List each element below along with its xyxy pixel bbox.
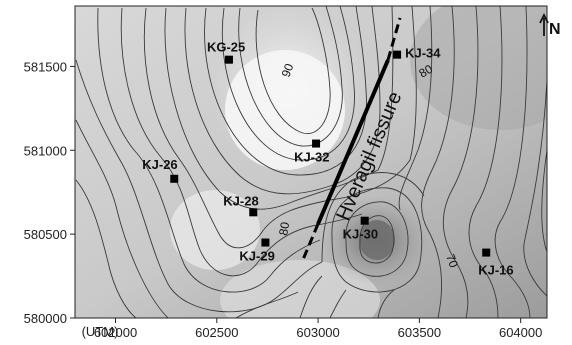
x-tick-label: 603500: [398, 325, 441, 340]
contour-line: [255, 7, 331, 135]
well-marker: [312, 139, 321, 148]
x-tick-label: 602000: [94, 325, 137, 340]
well-label: KJ-30: [343, 227, 378, 242]
contour-line: [329, 289, 347, 318]
north-arrow: [539, 12, 549, 36]
contour-line: [143, 6, 417, 249]
y-tick-label: 581000: [24, 143, 67, 158]
well-marker: [170, 174, 179, 183]
contour-line: [331, 187, 423, 293]
fault-line: [300, 17, 402, 263]
contour-lines: [75, 6, 547, 318]
y-tick-label: 580000: [24, 311, 67, 326]
contour-line: [238, 6, 343, 147]
well-marker: [224, 55, 233, 64]
unit-label: (UTM): [82, 324, 119, 339]
contour-line: [359, 215, 395, 264]
contour-line: [204, 6, 367, 176]
well-label: KJ-29: [239, 249, 274, 264]
contour-value-label: 80: [417, 62, 436, 81]
y-axis: 580000 580500 581000 581500: [24, 59, 75, 326]
contour-line: [75, 179, 137, 318]
contour-line: [184, 6, 381, 195]
contour-line: [97, 7, 321, 293]
contour-line: [221, 6, 355, 161]
contour-value-label: 90: [279, 61, 297, 79]
contour-line: [321, 172, 425, 263]
contour-line: [377, 289, 395, 318]
wells: KG-25 KJ-34 KJ-32 KJ-26 KJ-28 KJ-29 KJ-30 KJ-16: [142, 40, 513, 278]
x-tick-label: 604000: [499, 325, 542, 340]
y-tick-label: 581500: [24, 59, 67, 74]
contour-line: [345, 201, 409, 277]
contour-line: [235, 291, 299, 318]
x-tick-label: 603000: [296, 325, 339, 340]
contour-line: [494, 6, 531, 318]
contour-line: [421, 6, 455, 318]
contour-line: [299, 275, 323, 318]
well-label: KJ-16: [478, 263, 513, 278]
contour-value-label: 70: [443, 252, 461, 270]
well-label: KJ-28: [223, 193, 258, 208]
contour-line: [75, 119, 169, 318]
contour-value-label: 80: [276, 221, 292, 237]
contour-line: [75, 59, 323, 313]
contour-line: [164, 6, 394, 210]
well-marker: [482, 248, 491, 257]
well-label: KJ-26: [142, 157, 177, 172]
contour-line: [541, 149, 547, 253]
north-label: N: [549, 21, 561, 38]
well-marker: [261, 238, 270, 247]
well-marker: [393, 50, 402, 59]
well-label: KJ-34: [405, 46, 441, 61]
plot-frame: [74, 5, 548, 319]
well-label: KJ-32: [294, 150, 329, 165]
contour-line: [442, 6, 479, 318]
shaded-surface: [75, 6, 547, 318]
contour-line: [468, 6, 503, 318]
well-marker: [360, 216, 369, 225]
well-label: KG-25: [207, 40, 245, 55]
contour-line: [523, 79, 547, 297]
x-tick-label: 602500: [195, 325, 238, 340]
x-axis: 602000 602500 603000 603500 604000: [94, 318, 542, 340]
well-marker: [249, 208, 258, 217]
y-tick-label: 580500: [24, 227, 67, 242]
contour-line: [120, 7, 363, 277]
